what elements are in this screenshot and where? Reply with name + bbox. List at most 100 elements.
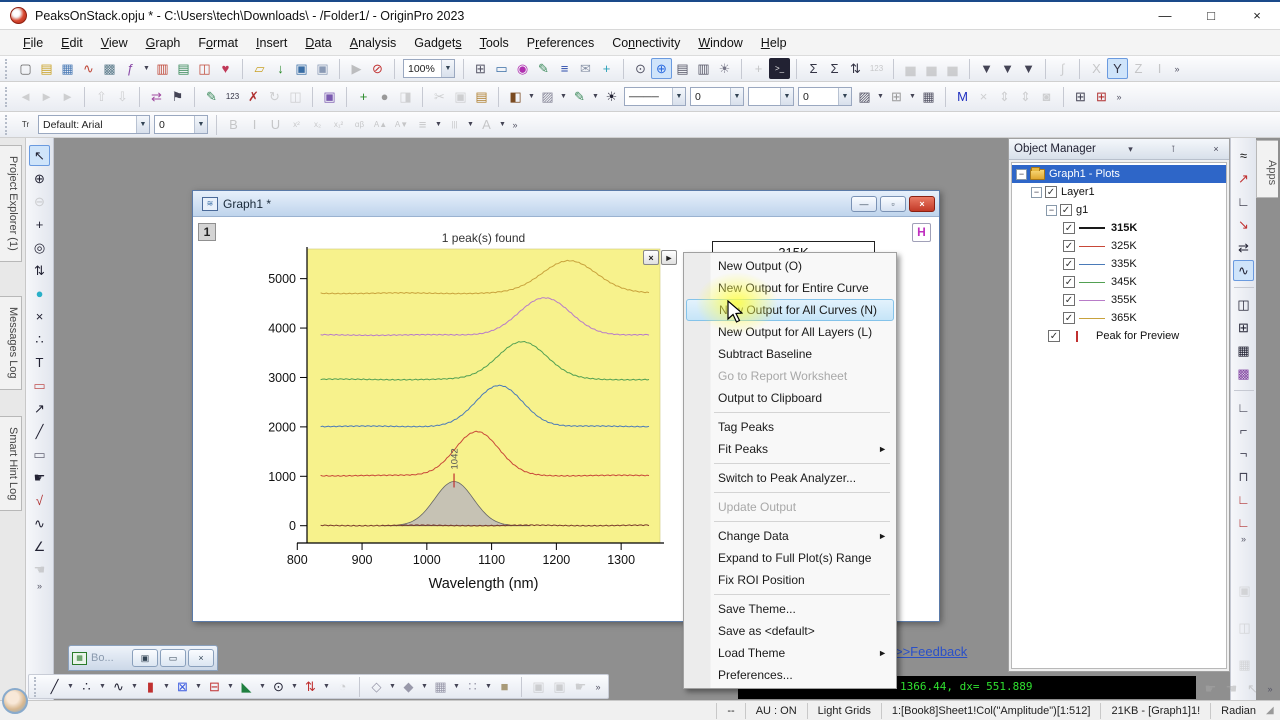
menu-item-save-as-default[interactable]: Save as <default> [718,624,815,638]
roi-menu-button[interactable]: ► [661,250,677,265]
new-report-icon[interactable]: ▥ [156,60,169,76]
edit-graph-icon[interactable]: ✎ [538,60,549,76]
axis-tick-in-icon[interactable]: ∟ [1237,492,1250,507]
axis-frame-icon[interactable]: ⊓ [1238,468,1249,484]
toolbar-overflow-icon[interactable]: » [36,581,42,591]
sidebar-tab-project-explorer-1-[interactable]: Project Explorer (1) [0,145,22,262]
delete-sheet-icon[interactable]: ✗ [248,88,259,104]
combo-arrow-icon[interactable]: ▼ [136,116,149,133]
menu-tools[interactable]: Tools [479,35,509,50]
menu-item-tag-peaks[interactable]: Tag Peaks [718,420,775,434]
curve-315K[interactable] [320,524,650,527]
tree-checkbox[interactable]: ✓ [1048,330,1060,342]
menu-item-change-data[interactable]: Change Data ► [684,525,896,547]
tree-checkbox[interactable]: ✓ [1063,312,1075,324]
exchange-xy-icon[interactable]: ⇄ [1238,239,1249,255]
tree-expander-icon[interactable]: − [1031,186,1042,198]
dropdown-arrow-icon[interactable]: ▼ [421,683,428,690]
tree-row-355k[interactable]: ✓ 355K [1012,291,1226,309]
borders-icon[interactable]: ⊞ [891,88,902,104]
add-object-icon[interactable]: ● [380,89,389,104]
menu-data[interactable]: Data [305,35,332,50]
axis-linear-icon[interactable]: ∟ [1237,194,1250,209]
fill-color-icon[interactable]: ◧ [509,88,522,104]
toolbar-overflow-icon[interactable]: » [1116,91,1122,102]
menu-connectivity[interactable]: Connectivity [612,35,681,50]
mask-data-icon[interactable]: ≈ [1239,148,1248,163]
new-image-icon[interactable]: ♥ [221,61,230,76]
tree-checkbox[interactable]: ✓ [1063,294,1075,306]
color-manager-icon[interactable]: ◉ [516,60,529,76]
fit-gadget-icon[interactable]: ∿ [1233,260,1254,281]
panel-close-icon[interactable]: × [1213,144,1219,154]
axis-right-icon[interactable]: ¬ [1239,446,1248,461]
menu-item-fit-peaks[interactable]: Fit Peaks ► [684,438,896,460]
zoom-level-combo[interactable]: 100% ▼ [403,59,455,78]
dropdown-arrow-icon[interactable]: ▼ [227,683,234,690]
dropdown-arrow-icon[interactable]: ▼ [291,683,298,690]
statistics-row-icon[interactable]: Σ [830,61,839,76]
menu-window[interactable]: Window [698,35,743,50]
new-matrix-icon[interactable]: ▩ [103,60,116,76]
toolbar-overflow-icon[interactable]: » [1240,534,1246,544]
add-graph-icon[interactable]: + [359,89,368,104]
script-window-icon[interactable]: ▤ [676,60,689,76]
font-tool-icon[interactable]: Tr [21,120,30,129]
highlight-icon[interactable]: ☀ [605,88,618,104]
graph-restore-button[interactable]: ▫ [880,195,906,212]
tree-row-325k[interactable]: ✓ 325K [1012,237,1226,255]
axis-top-icon[interactable]: ⌐ [1239,423,1248,438]
sort-icon[interactable]: ⇅ [850,60,861,76]
axis-tick-out-icon[interactable]: ∟ [1237,515,1250,530]
dropdown-arrow-icon[interactable]: ▼ [195,683,202,690]
surface-3d-icon[interactable]: ◇ [371,678,382,694]
menu-item-new-output-o[interactable]: New Output (O) [718,259,803,273]
sidebar-tab-smart-hint-log[interactable]: Smart Hint Log [0,416,22,512]
minimize-button[interactable]: — [1158,8,1172,23]
cluster-icon[interactable]: ∴ [35,331,44,347]
toolbar-overflow-icon[interactable]: » [512,119,518,130]
toolbar-grip[interactable] [5,114,11,135]
pin-window-icon[interactable]: ⚑ [171,88,184,104]
scatter-plot-icon[interactable]: ∴ [82,678,91,694]
menu-format[interactable]: Format [198,35,238,50]
tree-row-graph1-plots[interactable]: − Graph1 - Plots [1012,165,1226,183]
column-chart-icon[interactable]: ▮ [146,678,155,694]
line-color-icon[interactable]: ✎ [574,88,585,104]
dropdown-arrow-icon[interactable]: ▼ [389,683,396,690]
minimized-book-window[interactable]: ▦ Bo... ▣ ▭ × [68,645,218,671]
dropdown-arrow-icon[interactable]: ▼ [453,683,460,690]
mask-range-icon[interactable]: ● [35,286,44,301]
new-folder-icon[interactable]: ▤ [40,60,53,76]
menu-file[interactable]: File [23,35,44,50]
tree-row-315k[interactable]: ✓ 315K [1012,219,1226,237]
remove-points-icon[interactable]: × [35,309,44,324]
layer-single-icon[interactable]: ◫ [1237,296,1250,312]
pattern-width-combo[interactable]: 0 ▼ [798,87,852,106]
tree-checkbox[interactable]: ✓ [1063,222,1075,234]
digitizer-icon[interactable]: + [602,61,611,76]
curve-365K[interactable] [320,259,650,295]
merge-cells-icon[interactable]: ▦ [922,88,935,104]
tree-checkbox[interactable]: ✓ [1045,186,1057,198]
zoom-pan-icon[interactable]: ⊕ [651,58,672,79]
open-icon[interactable]: ▱ [254,60,265,76]
dropdown-arrow-icon[interactable]: ▼ [877,93,884,100]
menu-item-new-output-for-all-curves-n[interactable]: New Output for All Curves (N) [686,299,894,321]
bar-3d-icon[interactable]: ▦ [434,678,447,694]
statistics-column-icon[interactable]: Σ [809,61,818,76]
toolbar-overflow-icon[interactable]: » [1174,63,1180,74]
combo-arrow-icon[interactable]: ▼ [441,60,454,77]
book-restore-button[interactable]: ▣ [132,649,158,667]
new-project-icon[interactable]: ▢ [19,60,32,76]
menu-edit[interactable]: Edit [61,35,83,50]
dropdown-arrow-icon[interactable]: ▼ [592,93,599,100]
combo-arrow-icon[interactable]: ▼ [730,88,743,105]
menu-insert[interactable]: Insert [256,35,288,50]
graph1-titlebar[interactable]: ≋ Graph1 * — ▫ × [193,191,939,217]
panel-menu-icon[interactable]: ▾ [1128,143,1133,154]
stock-chart-icon[interactable]: ⇅ [305,678,316,694]
curve-355K[interactable] [320,297,650,337]
menu-preferences[interactable]: Preferences [526,35,595,50]
tree-row-365k[interactable]: ✓ 365K [1012,309,1226,327]
